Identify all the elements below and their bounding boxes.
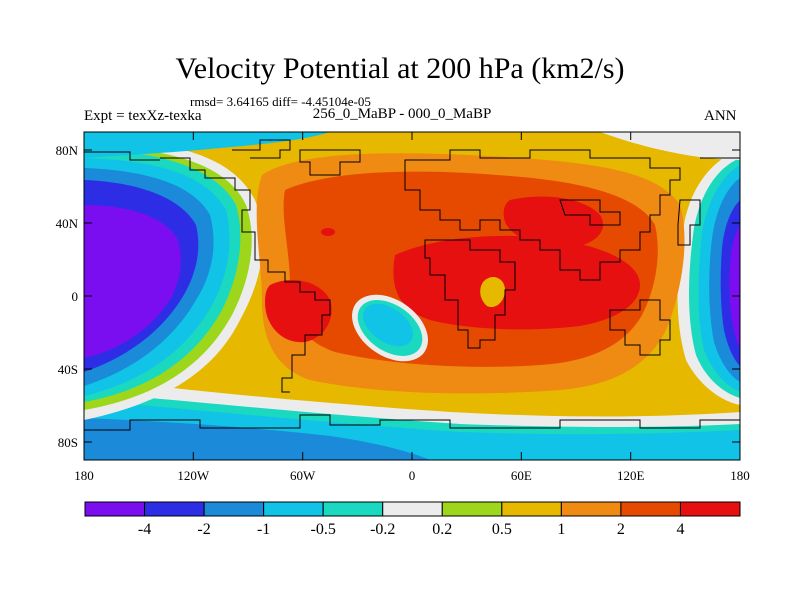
colorbar-label: -4	[138, 521, 151, 538]
colorbar-label: -0.2	[370, 521, 395, 538]
lat-tick-labels: 80N 40N 0 40S 80S	[56, 143, 79, 450]
fill-west-purple	[84, 205, 181, 358]
colorbar-box	[382, 501, 443, 517]
colorbar-box	[679, 501, 741, 517]
lon-label: 180	[74, 468, 94, 483]
colorbar-box	[501, 501, 562, 517]
lon-ticks	[83, 132, 741, 460]
colorbar-labels: -4 -2 -1 -0.5 -0.2 0.2 0.5 1 2 4	[138, 521, 685, 538]
plot-title: Velocity Potential at 200 hPa (km2/s)	[175, 52, 625, 85]
fill-positive-red	[393, 235, 640, 330]
colorbar-box	[560, 501, 622, 517]
colorbar-label: 0.2	[432, 521, 452, 538]
colorbar-label: 1	[557, 521, 565, 538]
colorbar-label: -1	[257, 521, 270, 538]
colorbar-box	[84, 501, 146, 517]
colorbar	[84, 501, 741, 517]
lat-label: 40S	[58, 362, 78, 377]
experiment-label: Expt = texXz-texka	[84, 108, 202, 124]
colorbar-box	[441, 501, 503, 517]
lon-label: 0	[409, 468, 416, 483]
lat-label: 80N	[56, 143, 79, 158]
fill-positive-red-2	[503, 196, 604, 249]
fill-north-neutral	[600, 132, 740, 160]
colorbar-box	[620, 501, 681, 517]
case-label: 256_0_MaBP - 000_0_MaBP	[312, 106, 492, 122]
lon-tick-labels: 180 120W 60W 0 60E 120E 180	[74, 468, 750, 483]
colorbar-box	[322, 501, 384, 517]
coastlines	[84, 139, 740, 431]
colorbar-label: 4	[676, 521, 684, 538]
fill-north-lightblue	[84, 132, 330, 158]
colorbar-box	[144, 501, 205, 517]
lon-label: 120E	[617, 468, 645, 483]
fill-south-blue	[84, 418, 430, 460]
colorbar-label: -2	[197, 521, 210, 538]
lat-label: 40N	[56, 216, 79, 231]
lon-label: 180	[730, 468, 750, 483]
lon-label: 60W	[290, 468, 316, 483]
lon-label: 120W	[177, 468, 210, 483]
season-label: ANN	[704, 108, 737, 124]
lon-label: 60E	[511, 468, 532, 483]
colorbar-label: 2	[617, 521, 625, 538]
fill-positive-red-spot	[321, 228, 335, 236]
colorbar-label: 0.5	[492, 521, 512, 538]
stats-line: rmsd= 3.64165 diff= -4.45104e-05	[190, 94, 371, 109]
lat-label: 0	[72, 289, 79, 304]
lat-label: 80S	[58, 435, 78, 450]
colorbar-label: -0.5	[311, 521, 336, 538]
lat-ticks	[84, 149, 740, 443]
fill-atlantic-lightblue	[363, 303, 413, 347]
contour-field	[84, 132, 740, 460]
colorbar-box	[263, 501, 324, 517]
colorbar-box	[203, 501, 265, 517]
fill-africa-yellow	[480, 276, 505, 308]
fill-east-purple	[729, 225, 740, 348]
